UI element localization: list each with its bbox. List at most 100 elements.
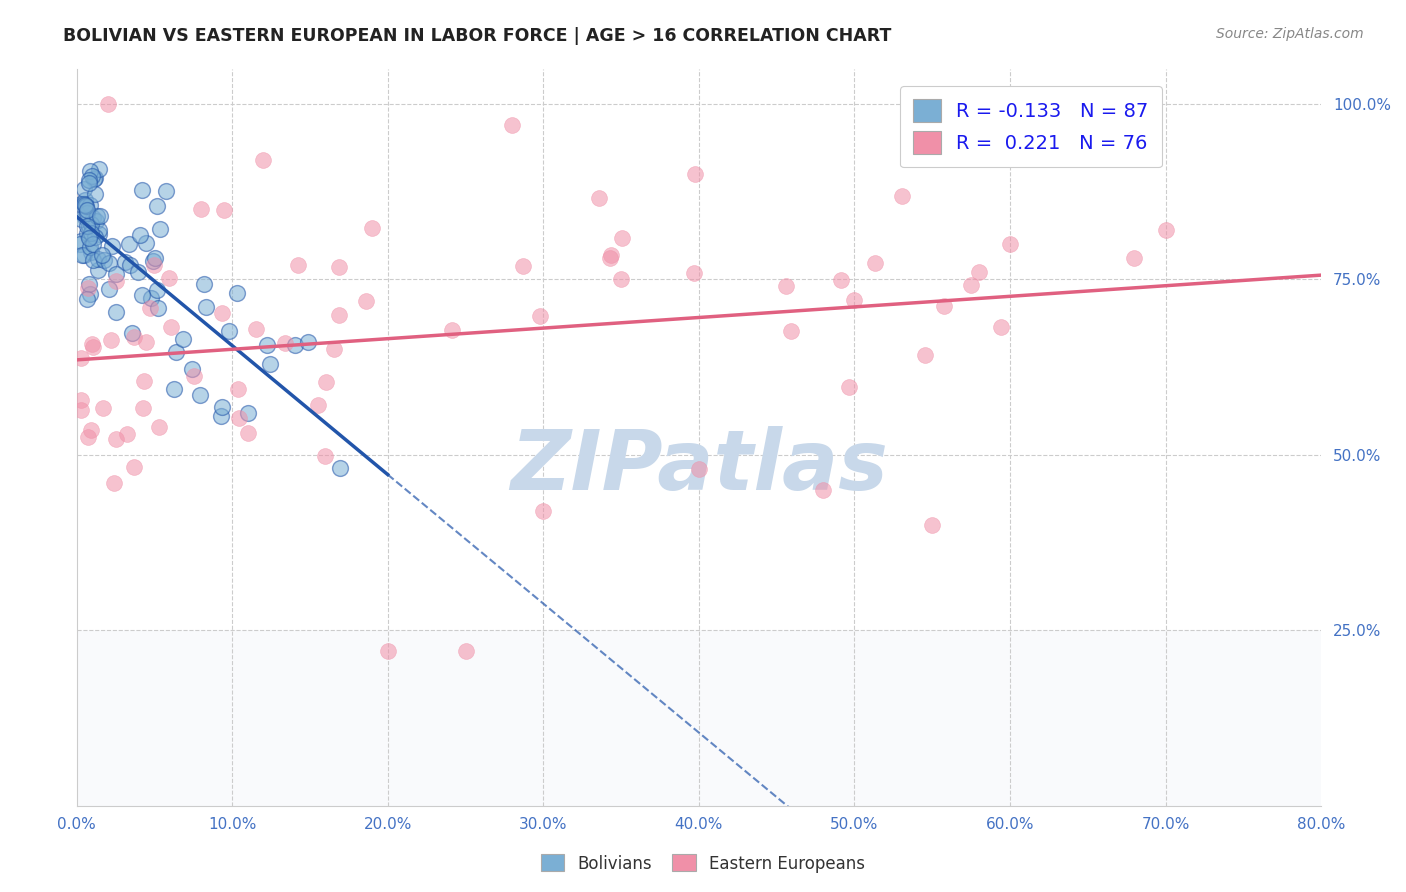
Point bbox=[77, 230, 100, 244]
Point bbox=[69, 237, 91, 252]
Point bbox=[87, 227, 110, 241]
Point bbox=[228, 411, 250, 425]
Point bbox=[69, 392, 91, 407]
Point bbox=[315, 375, 337, 389]
Point bbox=[932, 299, 955, 313]
Point bbox=[328, 260, 350, 274]
Point bbox=[118, 258, 141, 272]
Point bbox=[80, 169, 103, 183]
Point bbox=[82, 340, 104, 354]
Point bbox=[159, 320, 181, 334]
Point bbox=[79, 198, 101, 212]
Point bbox=[84, 186, 107, 201]
Point bbox=[143, 258, 166, 272]
Point bbox=[89, 210, 111, 224]
Point bbox=[194, 300, 217, 314]
Point bbox=[80, 217, 103, 231]
Point bbox=[142, 253, 165, 268]
Point bbox=[83, 230, 105, 244]
Point bbox=[72, 248, 94, 262]
Point bbox=[139, 291, 162, 305]
Point bbox=[79, 164, 101, 178]
Point bbox=[70, 403, 93, 417]
Point bbox=[80, 337, 103, 351]
Point bbox=[105, 432, 128, 446]
Point bbox=[91, 247, 114, 261]
Point bbox=[226, 382, 249, 396]
Point bbox=[100, 334, 122, 348]
Point bbox=[181, 361, 204, 376]
Point bbox=[863, 256, 886, 270]
Legend: R = -0.133   N = 87, R =  0.221   N = 76: R = -0.133 N = 87, R = 0.221 N = 76 bbox=[900, 86, 1163, 168]
Point bbox=[683, 167, 706, 181]
Point bbox=[127, 265, 149, 279]
Point bbox=[193, 277, 215, 292]
Point bbox=[163, 382, 186, 396]
Point bbox=[599, 252, 621, 266]
Text: BOLIVIAN VS EASTERN EUROPEAN IN LABOR FORCE | AGE > 16 CORRELATION CHART: BOLIVIAN VS EASTERN EUROPEAN IN LABOR FO… bbox=[63, 27, 891, 45]
Point bbox=[75, 210, 97, 224]
Point bbox=[82, 236, 104, 251]
Point bbox=[75, 198, 97, 212]
Point bbox=[914, 347, 936, 361]
Point bbox=[610, 231, 633, 245]
Point bbox=[79, 245, 101, 260]
Text: ZIPatlas: ZIPatlas bbox=[510, 426, 887, 507]
Point bbox=[236, 406, 259, 420]
Point bbox=[287, 258, 309, 272]
Point bbox=[86, 209, 108, 223]
Point bbox=[132, 374, 155, 388]
Point bbox=[97, 282, 120, 296]
Point bbox=[77, 429, 100, 443]
Point bbox=[79, 173, 101, 187]
Point bbox=[70, 351, 93, 366]
Point bbox=[256, 338, 278, 352]
Point bbox=[73, 197, 96, 211]
Point bbox=[600, 248, 623, 262]
Point bbox=[76, 281, 98, 295]
Point bbox=[259, 357, 281, 371]
Point bbox=[377, 644, 399, 658]
Point bbox=[76, 226, 98, 240]
Point bbox=[329, 461, 352, 475]
Point bbox=[779, 324, 801, 338]
Point bbox=[775, 278, 797, 293]
Point bbox=[998, 237, 1021, 252]
Point bbox=[149, 222, 172, 236]
Point bbox=[83, 172, 105, 186]
Point bbox=[89, 162, 111, 177]
Point bbox=[135, 334, 157, 349]
Point bbox=[967, 265, 990, 279]
Legend: Bolivians, Eastern Europeans: Bolivians, Eastern Europeans bbox=[534, 847, 872, 880]
Point bbox=[990, 320, 1012, 334]
Point bbox=[512, 259, 534, 273]
Point bbox=[190, 202, 212, 216]
Point bbox=[683, 266, 706, 280]
Point bbox=[97, 96, 120, 111]
Point bbox=[226, 286, 249, 301]
Point bbox=[93, 252, 115, 267]
Point bbox=[146, 283, 169, 297]
Point bbox=[104, 267, 127, 281]
Point bbox=[245, 322, 267, 336]
Point bbox=[531, 504, 554, 518]
Point bbox=[188, 388, 211, 402]
Point bbox=[148, 420, 170, 434]
Point bbox=[87, 262, 110, 277]
Point bbox=[79, 240, 101, 254]
Point bbox=[100, 239, 122, 253]
Point bbox=[104, 274, 127, 288]
Point bbox=[284, 337, 307, 351]
Point bbox=[70, 196, 93, 211]
Point bbox=[139, 301, 162, 316]
Point bbox=[211, 400, 233, 414]
Point bbox=[1154, 223, 1177, 237]
Point bbox=[890, 188, 912, 202]
Point bbox=[103, 476, 125, 491]
Point bbox=[76, 292, 98, 306]
Point bbox=[80, 423, 103, 437]
Point bbox=[214, 202, 236, 217]
Text: Source: ZipAtlas.com: Source: ZipAtlas.com bbox=[1216, 27, 1364, 41]
Point bbox=[131, 288, 153, 302]
Point bbox=[838, 380, 860, 394]
